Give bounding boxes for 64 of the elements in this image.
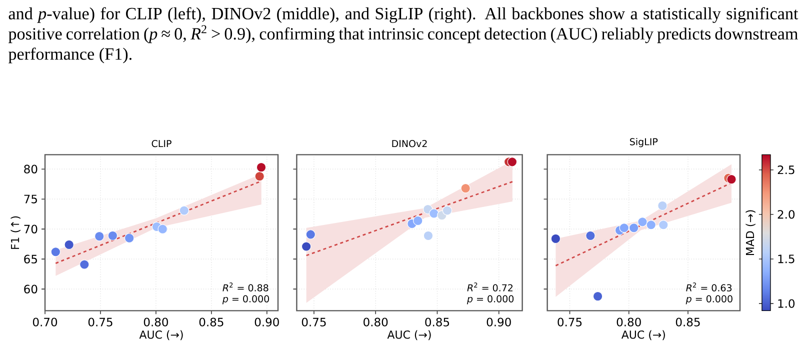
y-tick-label: 65 bbox=[24, 254, 37, 264]
chart-title: CLIP bbox=[152, 140, 172, 148]
point bbox=[550, 234, 561, 244]
point bbox=[619, 222, 630, 233]
annotation: R$^{2}$ = 0.72 bbox=[467, 282, 513, 292]
point bbox=[254, 171, 264, 182]
x-tick-label: 0.75 bbox=[558, 318, 582, 326]
x-axis-title: AUC (→) bbox=[139, 330, 183, 340]
annotation: p = 0.000 bbox=[466, 295, 514, 304]
color-bar-label: 1.0 bbox=[778, 299, 795, 308]
x-tick-label: 0.85 bbox=[199, 318, 224, 326]
x-axis-title: AUC (→) bbox=[387, 330, 431, 340]
color-bar-title: MAD (→) bbox=[746, 210, 756, 255]
point bbox=[507, 156, 518, 167]
point bbox=[423, 230, 434, 241]
point bbox=[726, 174, 736, 184]
color-bar-label: 2.5 bbox=[778, 165, 794, 174]
text: and p-value) for CLIP (left), DINOv2 (middle), and SigLIP (right). All backbones show a statistically significant positive correlation (p ≈ 0, R$^{2}$ > 0.9), confirming that intrinsic concept detection (AUC) reliably predicts downstream performance (F1). bbox=[8, 7, 798, 64]
point bbox=[64, 240, 74, 250]
x-tick-label: 0.75 bbox=[302, 318, 326, 326]
point bbox=[592, 291, 603, 302]
point bbox=[412, 216, 423, 226]
x-tick-label: 0.90 bbox=[486, 318, 511, 326]
point bbox=[442, 206, 452, 216]
point bbox=[108, 230, 118, 241]
point bbox=[658, 200, 668, 211]
point bbox=[628, 222, 639, 233]
chart-title: DINOv2 bbox=[392, 140, 427, 148]
point bbox=[179, 206, 190, 216]
y-tick-label: 70 bbox=[24, 224, 38, 234]
point bbox=[158, 224, 168, 234]
annotation: R$^{2}$ = 0.88 bbox=[222, 282, 268, 292]
point bbox=[124, 233, 134, 243]
point bbox=[301, 242, 312, 252]
chart-title: SigLIP bbox=[630, 138, 658, 148]
x-tick-label: 0.90 bbox=[254, 318, 279, 326]
point bbox=[586, 230, 596, 241]
y-tick-label: 80 bbox=[24, 164, 38, 174]
x-tick-label: 0.70 bbox=[32, 318, 58, 326]
x-tick-label: 0.80 bbox=[144, 318, 168, 326]
point bbox=[256, 162, 266, 172]
point bbox=[638, 216, 648, 227]
y-tick-label: 60 bbox=[24, 284, 38, 294]
point bbox=[306, 230, 316, 240]
x-tick-label: 0.85 bbox=[425, 318, 450, 326]
y-tick-label: 75 bbox=[24, 194, 37, 204]
x-tick-label: 0.85 bbox=[676, 318, 700, 326]
point bbox=[50, 246, 61, 257]
point bbox=[79, 260, 90, 270]
x-axis-title: AUC (→) bbox=[621, 330, 665, 340]
point bbox=[429, 208, 439, 218]
color-bar-label: 2.0 bbox=[778, 210, 795, 219]
point bbox=[658, 220, 668, 230]
y-axis-title: F1 (↑) bbox=[10, 216, 20, 249]
point bbox=[646, 220, 656, 230]
annotation: R$^{2}$ = 0.63 bbox=[686, 282, 732, 292]
color-bar-label: 1.5 bbox=[778, 254, 794, 264]
point bbox=[94, 231, 104, 242]
x-tick-label: 0.75 bbox=[88, 318, 112, 326]
x-tick-label: 0.80 bbox=[616, 318, 641, 326]
point bbox=[460, 183, 470, 194]
annotation: p = 0.000 bbox=[222, 295, 270, 304]
annotation: p = 0.000 bbox=[686, 295, 732, 304]
x-tick-label: 0.80 bbox=[364, 318, 388, 326]
